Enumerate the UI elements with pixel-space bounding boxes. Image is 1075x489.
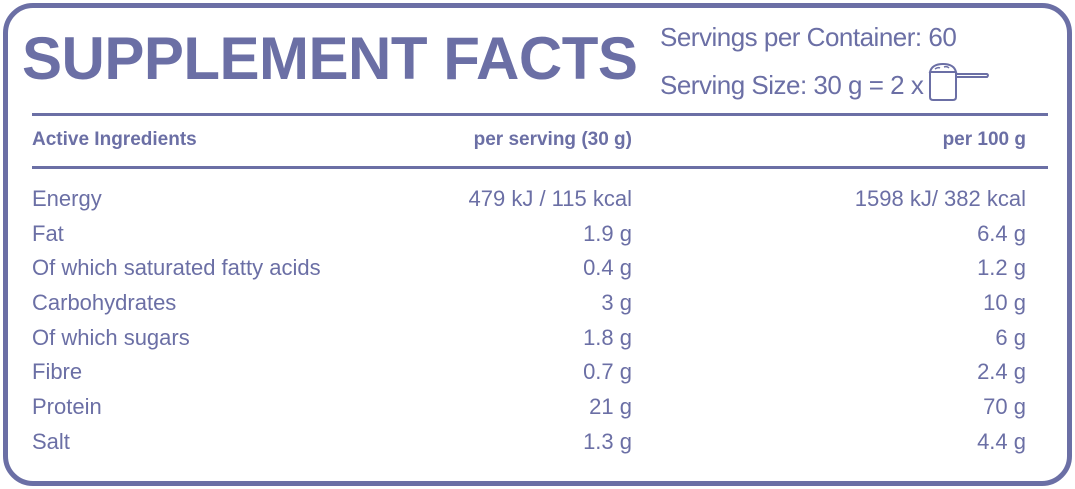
nutrient-name: Carbohydrates xyxy=(32,290,177,316)
per-100g-value: 6.4 g xyxy=(977,220,1026,246)
page-title: SUPPLEMENT FACTS xyxy=(22,25,638,92)
per-100g-value: 1598 kJ/ 382 kcal xyxy=(854,186,1026,211)
nutrition-table: Energy 479 kJ / 115 kcal 1598 kJ/ 382 kcal… xyxy=(32,184,1026,462)
header-ingredients: Active Ingredients xyxy=(32,129,197,150)
servings-per-container: Servings per Container: 60 xyxy=(660,22,957,52)
table-row: Of which sugars 1.8 g 6 g xyxy=(32,323,1026,358)
nutrient-name: Protein xyxy=(32,394,102,420)
nutrient-name: Of which saturated fatty acids xyxy=(32,255,321,281)
per-100g-value: 10 g xyxy=(983,290,1026,316)
table-row: Fat 1.9 g 6.4 g xyxy=(32,219,1026,254)
per-serving-value: 0.4 g xyxy=(583,255,632,281)
table-row: Of which saturated fatty acids 0.4 g 1.2 g xyxy=(32,253,1026,288)
nutrient-name: Of which sugars xyxy=(32,324,190,350)
per-serving-value: 1.8 g xyxy=(583,324,632,350)
scoop-icon xyxy=(927,62,991,108)
table-row: Fibre 0.7 g 2.4 g xyxy=(32,357,1026,392)
per-100g-value: 2.4 g xyxy=(977,359,1026,385)
per-serving-value: 479 kJ / 115 kcal xyxy=(468,186,632,211)
per-serving-value: 1.3 g xyxy=(583,428,632,454)
table-row: Carbohydrates 3 g 10 g xyxy=(32,288,1026,323)
serving-size-line: Serving Size: 30 g = 2 x xyxy=(660,62,991,108)
header-per-serving: per serving (30 g) xyxy=(473,129,632,150)
per-serving-value: 1.9 g xyxy=(583,220,632,246)
per-100g-value: 4.4 g xyxy=(977,428,1026,454)
per-100g-value: 70 g xyxy=(983,394,1026,420)
table-row: Salt 1.3 g 4.4 g xyxy=(32,427,1026,462)
label-frame xyxy=(3,3,1072,486)
nutrient-name: Fat xyxy=(32,220,64,246)
divider xyxy=(32,166,1048,169)
per-100g-value: 6 g xyxy=(995,324,1026,350)
serving-size: Serving Size: 30 g = 2 x xyxy=(660,70,924,100)
divider xyxy=(32,113,1048,116)
per-serving-value: 3 g xyxy=(601,290,632,316)
table-row: Energy 479 kJ / 115 kcal 1598 kJ/ 382 kcal xyxy=(32,184,1026,219)
nutrient-name: Energy xyxy=(32,186,102,211)
per-100g-value: 1.2 g xyxy=(977,255,1026,281)
header-per-100g: per 100 g xyxy=(942,129,1026,150)
per-serving-value: 21 g xyxy=(589,394,632,420)
nutrient-name: Salt xyxy=(32,428,70,454)
table-header: Active Ingredients per serving (30 g) pe… xyxy=(32,129,1026,153)
nutrient-name: Fibre xyxy=(32,359,83,385)
per-serving-value: 0.7 g xyxy=(583,359,632,385)
table-row: Protein 21 g 70 g xyxy=(32,392,1026,427)
